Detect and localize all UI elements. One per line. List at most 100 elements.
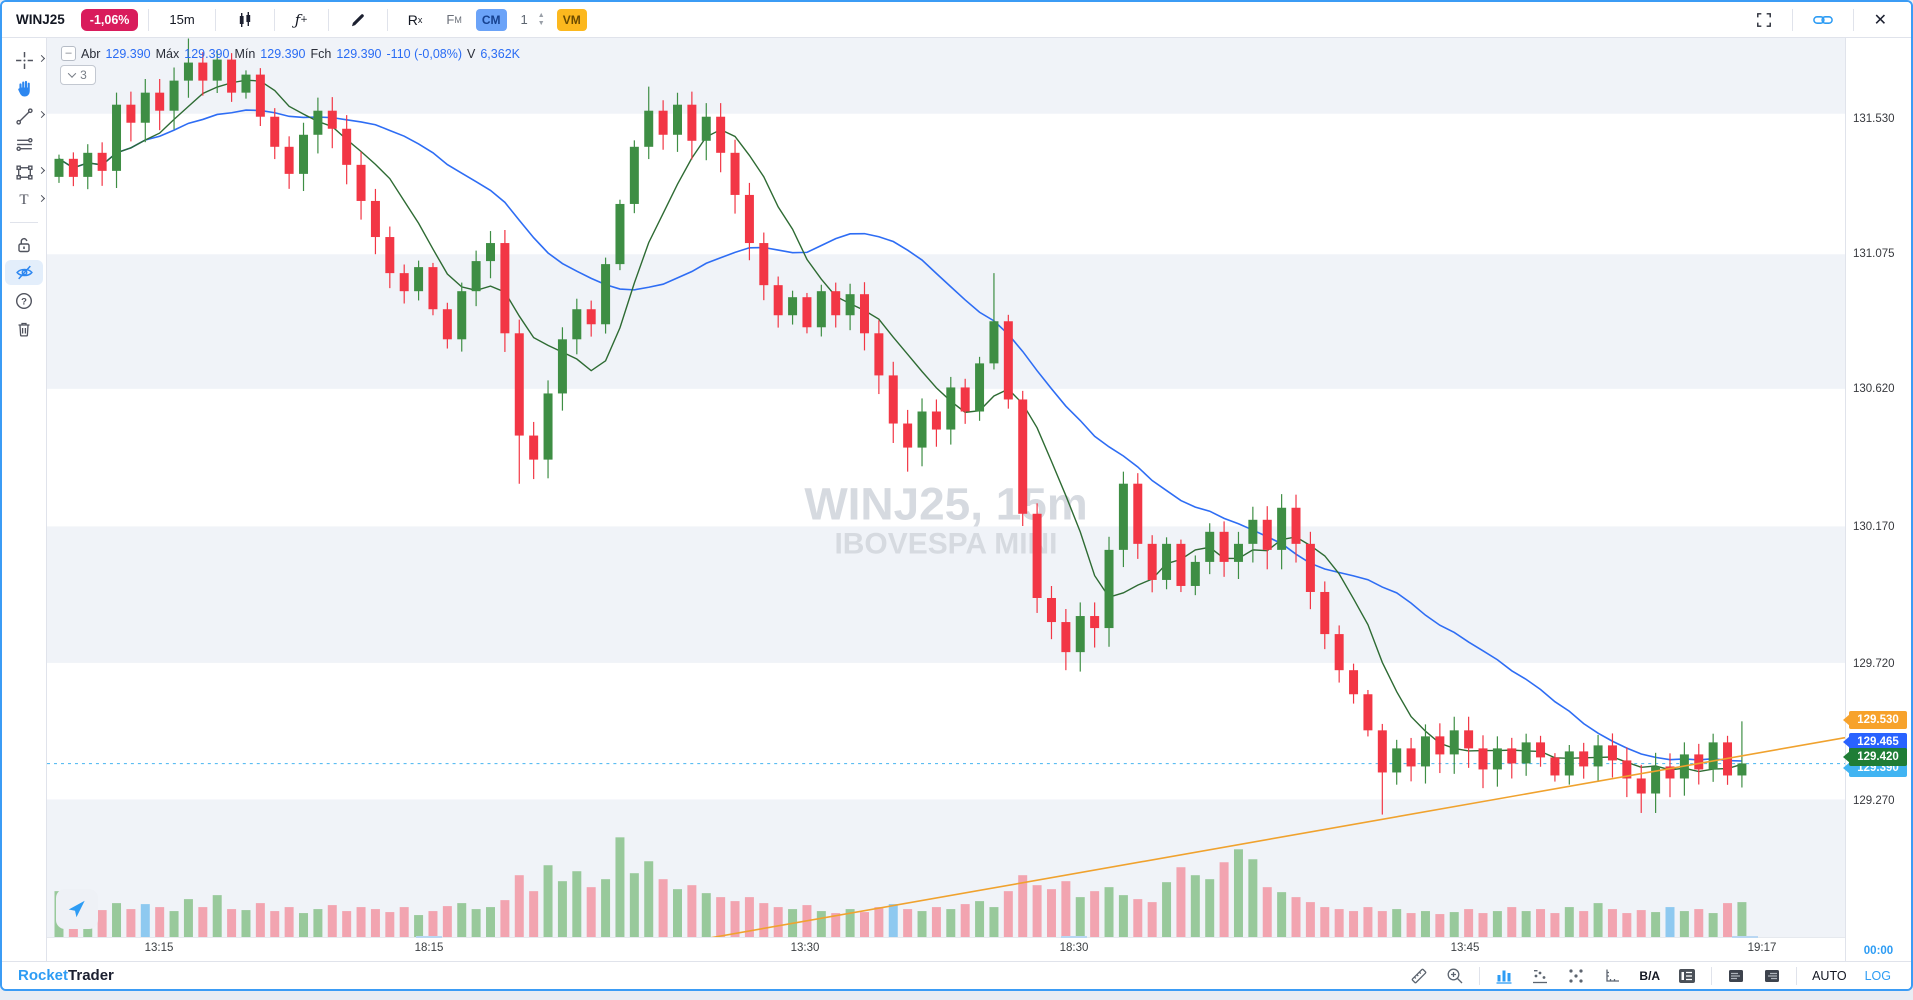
price-label: 131.075 bbox=[1853, 248, 1895, 260]
close-icon: ✕ bbox=[1873, 11, 1887, 29]
price-label: 129.270 bbox=[1853, 795, 1895, 807]
price-scale[interactable]: 00:00 131.530 131.075 130.620 130.170 129.72… bbox=[1843, 38, 1911, 961]
close-button[interactable]: ✕ bbox=[1860, 5, 1901, 35]
ohlc-legend: – Abr 129.390 Máx 129.390 Mín 129.390 Fch 12… bbox=[61, 46, 520, 61]
quantity-stepper[interactable]: ▲ ▼ bbox=[536, 12, 553, 27]
symbol-button[interactable]: WINJ25 bbox=[16, 12, 65, 27]
trendline-tool[interactable] bbox=[5, 104, 46, 129]
link-icon bbox=[1812, 15, 1833, 24]
close-label: Fch bbox=[310, 46, 332, 61]
link-button[interactable] bbox=[1799, 7, 1847, 33]
book-right-button[interactable] bbox=[1755, 964, 1789, 988]
time-label: 13:45 bbox=[1450, 942, 1480, 954]
low-label: Mín bbox=[234, 46, 256, 61]
price-label: 129.720 bbox=[1853, 658, 1895, 670]
go-to-realtime-button[interactable] bbox=[56, 889, 98, 929]
dots-icon bbox=[1569, 968, 1584, 983]
chevron-right-icon[interactable] bbox=[37, 166, 46, 175]
toolbar-separator bbox=[386, 8, 388, 31]
hand-icon bbox=[17, 80, 30, 97]
chevron-right-icon[interactable] bbox=[37, 54, 46, 63]
bid-ask-button[interactable]: B/A bbox=[1639, 968, 1661, 983]
measure-button[interactable] bbox=[1402, 964, 1436, 988]
change-percent-badge[interactable]: -1,06% bbox=[80, 8, 139, 31]
chevron-right-icon[interactable] bbox=[37, 194, 46, 203]
axis-scale-button[interactable] bbox=[1595, 964, 1629, 988]
parallel-lines-icon bbox=[15, 138, 33, 151]
pan-hand-tool[interactable] bbox=[5, 76, 43, 101]
trend-line-drawing[interactable] bbox=[698, 736, 1845, 937]
volume-label: V bbox=[467, 46, 476, 61]
ma-fast-line bbox=[58, 79, 1743, 773]
time-axis[interactable]: 13:15 18:15 13:30 18:30 13:45 19:17 bbox=[47, 936, 1845, 961]
zoom-in-button[interactable] bbox=[1438, 964, 1472, 988]
text-tool[interactable]: T bbox=[5, 188, 46, 213]
price-label: 131.530 bbox=[1853, 113, 1895, 125]
change-value: -110 (-0,08%) bbox=[386, 46, 463, 61]
book-left-button[interactable] bbox=[1719, 964, 1753, 988]
brand-trader: Trader bbox=[68, 967, 114, 984]
remove-drawings-button[interactable] bbox=[5, 316, 43, 341]
status-bar: RocketTrader bbox=[2, 961, 1911, 989]
order-panel-button[interactable] bbox=[1670, 964, 1704, 988]
hide-drawings-button[interactable] bbox=[5, 260, 43, 285]
countdown-label: 00:00 bbox=[1863, 945, 1894, 957]
price-label: 130.170 bbox=[1853, 521, 1895, 533]
legend-collapse-button[interactable]: – bbox=[61, 46, 76, 61]
auto-scale-button[interactable]: AUTO bbox=[1812, 968, 1847, 983]
badge-arrow bbox=[1843, 714, 1850, 726]
toolbar-separator bbox=[327, 8, 329, 31]
stepper-down-icon[interactable]: ▼ bbox=[537, 20, 545, 27]
badge-arrow bbox=[1843, 751, 1850, 763]
main-area: T ? bbox=[2, 38, 1911, 961]
session-break-tick bbox=[1061, 936, 1087, 938]
vm-chip[interactable]: VM bbox=[556, 8, 587, 31]
quantity-value[interactable]: 1 bbox=[520, 12, 528, 27]
chart-style-button[interactable] bbox=[226, 7, 264, 33]
text-icon: T bbox=[19, 192, 29, 208]
rocket-trader-logo: RocketTrader bbox=[18, 967, 114, 984]
help-button[interactable]: ? bbox=[5, 288, 43, 313]
log-scale-button[interactable]: LOG bbox=[1864, 968, 1891, 983]
parallel-lines-tool[interactable] bbox=[5, 132, 43, 157]
chart-pane[interactable]: WINJ25, 15m IBOVESPA MINI – Abr 129.390 Má… bbox=[47, 38, 1845, 961]
rectangle-tool[interactable] bbox=[5, 160, 46, 185]
cm-chip[interactable]: CM bbox=[475, 8, 507, 31]
volume-profile-button[interactable] bbox=[1487, 964, 1521, 988]
eye-off-icon bbox=[15, 265, 33, 280]
high-value: 129.390 bbox=[184, 46, 230, 61]
price-badge: 129.530 bbox=[1843, 711, 1907, 729]
lock-drawings-button[interactable] bbox=[5, 232, 43, 257]
svg-text:WINJ25, 15m: WINJ25, 15m bbox=[804, 477, 1087, 529]
indicator-count: 3 bbox=[80, 68, 87, 82]
fx-icon: ƒ bbox=[294, 10, 301, 29]
fm-sub: M bbox=[454, 14, 462, 25]
indicator-count-button[interactable]: 3 bbox=[60, 65, 96, 85]
question-icon: ? bbox=[15, 292, 33, 309]
time-label: 13:30 bbox=[790, 942, 820, 954]
trendline-icon bbox=[15, 108, 33, 125]
open-label: Abr bbox=[81, 46, 101, 61]
dots-grid-button[interactable] bbox=[1559, 964, 1593, 988]
interval-button[interactable]: 15m bbox=[169, 12, 195, 27]
volume-value: 6,362K bbox=[480, 46, 520, 61]
fm-label: F bbox=[446, 12, 455, 27]
rectangle-icon bbox=[15, 165, 33, 180]
scatter-chart-button[interactable] bbox=[1523, 964, 1557, 988]
magnifier-plus-icon bbox=[1447, 968, 1463, 983]
chevron-right-icon[interactable] bbox=[37, 110, 46, 119]
draw-button[interactable] bbox=[339, 7, 377, 33]
time-label: 13:15 bbox=[144, 942, 174, 954]
trash-icon bbox=[18, 322, 30, 337]
high-label: Máx bbox=[155, 46, 180, 61]
bar-chart-icon bbox=[1496, 970, 1512, 984]
badge-arrow bbox=[1843, 762, 1850, 774]
stepper-up-icon[interactable]: ▲ bbox=[537, 12, 545, 19]
indicators-button[interactable]: ƒ + bbox=[285, 7, 318, 33]
crosshair-tool[interactable] bbox=[5, 48, 46, 73]
fullscreen-button[interactable] bbox=[1742, 7, 1786, 33]
